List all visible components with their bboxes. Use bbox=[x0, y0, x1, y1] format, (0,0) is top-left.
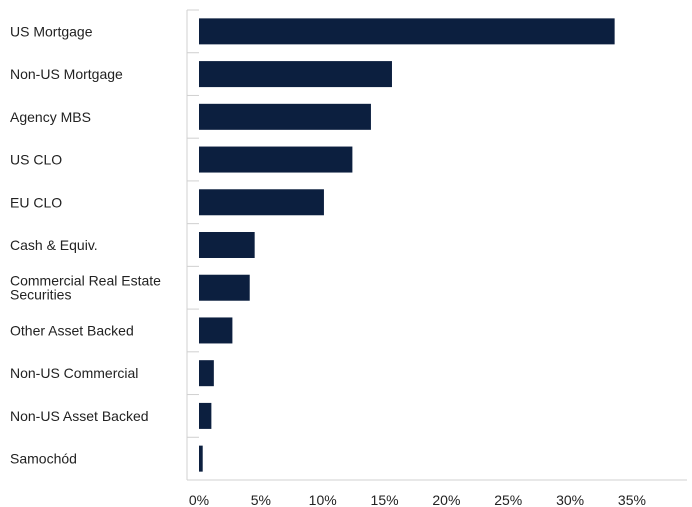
category-labels-group: US Mortgage Non-US Mortgage Agency MBS US C… bbox=[10, 23, 161, 466]
bar bbox=[199, 360, 214, 387]
x-tick-label: 10% bbox=[309, 492, 337, 507]
category-label: Non-US Asset Backed bbox=[10, 408, 149, 424]
bar bbox=[199, 445, 203, 472]
bar bbox=[199, 317, 233, 344]
x-tick-label: 25% bbox=[494, 492, 522, 507]
category-label: EU CLO bbox=[10, 194, 62, 210]
bar bbox=[199, 402, 212, 429]
category-label: US CLO bbox=[10, 152, 62, 168]
category-label: Agency MBS bbox=[10, 109, 91, 125]
category-label: Non-US Mortgage bbox=[10, 66, 123, 82]
category-label: Non-US Commercial bbox=[10, 365, 138, 381]
x-tick-label: 30% bbox=[556, 492, 584, 507]
x-tick-labels-group: 0% 5% 10% 15% 20% 25% 30% 35% bbox=[189, 492, 646, 507]
x-tick-label: 35% bbox=[618, 492, 646, 507]
x-tick-label: 20% bbox=[432, 492, 460, 507]
bar bbox=[199, 61, 392, 88]
category-label: Samochód bbox=[10, 451, 77, 467]
bar bbox=[199, 18, 615, 45]
x-tick-label: 0% bbox=[189, 492, 209, 507]
bar bbox=[199, 274, 250, 301]
bar bbox=[199, 232, 255, 258]
bar bbox=[199, 189, 324, 216]
category-label: Other Asset Backed bbox=[10, 322, 134, 338]
category-label: US Mortgage bbox=[10, 23, 93, 39]
category-label: Cash & Equiv. bbox=[10, 237, 98, 253]
y-axis-group bbox=[186, 9, 687, 481]
bars-group bbox=[199, 18, 615, 472]
x-tick-label: 15% bbox=[371, 492, 399, 507]
x-tick-label: 5% bbox=[251, 492, 271, 507]
bar bbox=[199, 103, 371, 130]
bar bbox=[199, 146, 353, 173]
category-label: Commercial Real Estate Securities bbox=[10, 273, 161, 303]
